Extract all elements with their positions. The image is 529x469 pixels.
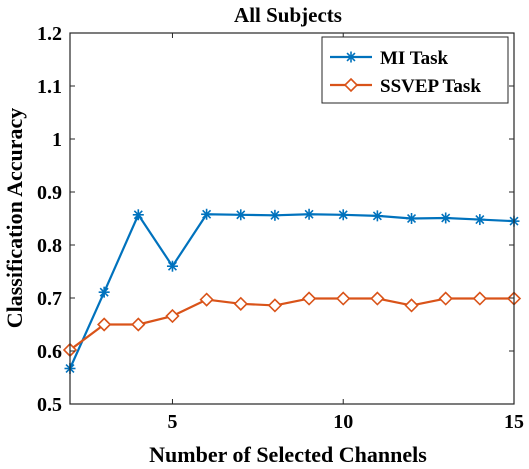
data-point (233, 296, 248, 311)
series-line (68, 213, 515, 369)
y-tick-label: 0.5 (37, 394, 62, 416)
data-point (371, 210, 383, 222)
y-tick-label: 0.6 (37, 341, 62, 363)
data-point (406, 213, 418, 224)
y-tick-label: 0.9 (37, 182, 62, 204)
series-layer (62, 208, 522, 374)
legend-label: SSVEP Task (380, 76, 481, 97)
data-point (301, 291, 317, 306)
data-point (267, 298, 283, 313)
data-point (235, 209, 247, 221)
data-point (165, 308, 180, 324)
axis-ticks: 5 10 15 0.5 0.6 0.7 0.8 0.9 1 1.1 1.2 (37, 23, 524, 433)
data-point (474, 214, 486, 226)
data-point (97, 317, 112, 332)
y-tick-label: 1.1 (37, 76, 62, 98)
legend-entry: MI Task (330, 48, 449, 69)
legend: MI Task SSVEP Task (321, 36, 509, 104)
y-tick-label: 1.2 (37, 23, 62, 45)
plot-frame (69, 32, 515, 405)
data-point (269, 209, 281, 221)
y-tick-label: 0.7 (37, 288, 62, 310)
x-tick-label: 15 (504, 411, 524, 433)
legend-label: MI Task (380, 48, 449, 69)
chart-title: All Subjects (234, 3, 342, 27)
data-point (131, 317, 146, 332)
data-point (370, 291, 385, 306)
legend-marker (343, 77, 359, 93)
data-point (201, 208, 213, 220)
data-point (132, 209, 144, 221)
legend-entry: SSVEP Task (330, 76, 481, 97)
x-tick-label: 5 (167, 411, 177, 433)
data-point (438, 291, 453, 306)
y-tick-label: 1 (52, 129, 62, 151)
y-axis-label: Classification Accuracy (2, 108, 27, 329)
data-point (303, 208, 315, 220)
data-point (440, 212, 452, 224)
x-axis-label: Number of Selected Channels (149, 442, 427, 467)
data-point (337, 209, 349, 221)
data-point (472, 291, 487, 306)
legend-box (321, 36, 509, 104)
data-point (199, 292, 214, 307)
y-tick-label: 0.8 (37, 235, 62, 257)
series-2 (62, 291, 522, 358)
data-point (404, 298, 419, 313)
data-point (98, 286, 110, 298)
data-point (336, 291, 351, 306)
x-tick-label: 10 (333, 411, 353, 433)
data-point (166, 260, 178, 272)
legend-marker (345, 51, 357, 63)
